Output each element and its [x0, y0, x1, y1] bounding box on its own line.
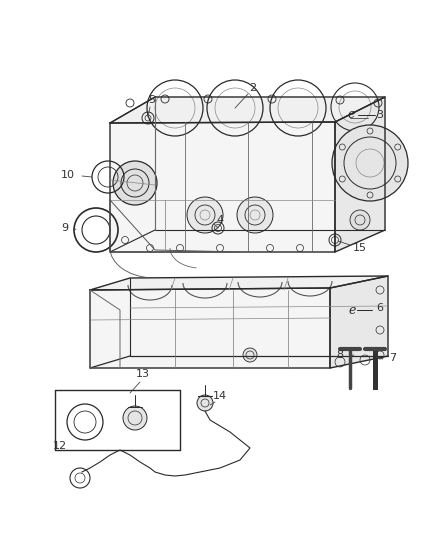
Text: 4: 4: [216, 215, 223, 225]
Polygon shape: [110, 122, 335, 252]
Text: 15: 15: [353, 243, 367, 253]
Polygon shape: [90, 276, 388, 290]
Polygon shape: [330, 276, 388, 368]
Text: 8: 8: [336, 350, 343, 360]
Circle shape: [237, 197, 273, 233]
Text: 7: 7: [389, 353, 396, 363]
Text: 6: 6: [377, 303, 384, 313]
Polygon shape: [110, 97, 385, 123]
Circle shape: [113, 161, 157, 205]
Polygon shape: [90, 288, 330, 368]
Text: e: e: [348, 303, 356, 317]
Text: e: e: [347, 109, 355, 122]
Text: 10: 10: [61, 170, 75, 180]
Text: 9: 9: [61, 223, 69, 233]
FancyArrow shape: [372, 348, 378, 390]
Circle shape: [187, 197, 223, 233]
Text: 5: 5: [148, 95, 155, 105]
Circle shape: [350, 210, 370, 230]
Circle shape: [332, 125, 408, 201]
Text: 12: 12: [53, 441, 67, 451]
Text: 13: 13: [136, 369, 150, 379]
Text: 3: 3: [377, 110, 384, 120]
Text: 14: 14: [213, 391, 227, 401]
Circle shape: [243, 348, 257, 362]
Text: 2: 2: [249, 83, 257, 93]
Circle shape: [197, 395, 213, 411]
Circle shape: [123, 406, 147, 430]
Polygon shape: [335, 97, 385, 252]
